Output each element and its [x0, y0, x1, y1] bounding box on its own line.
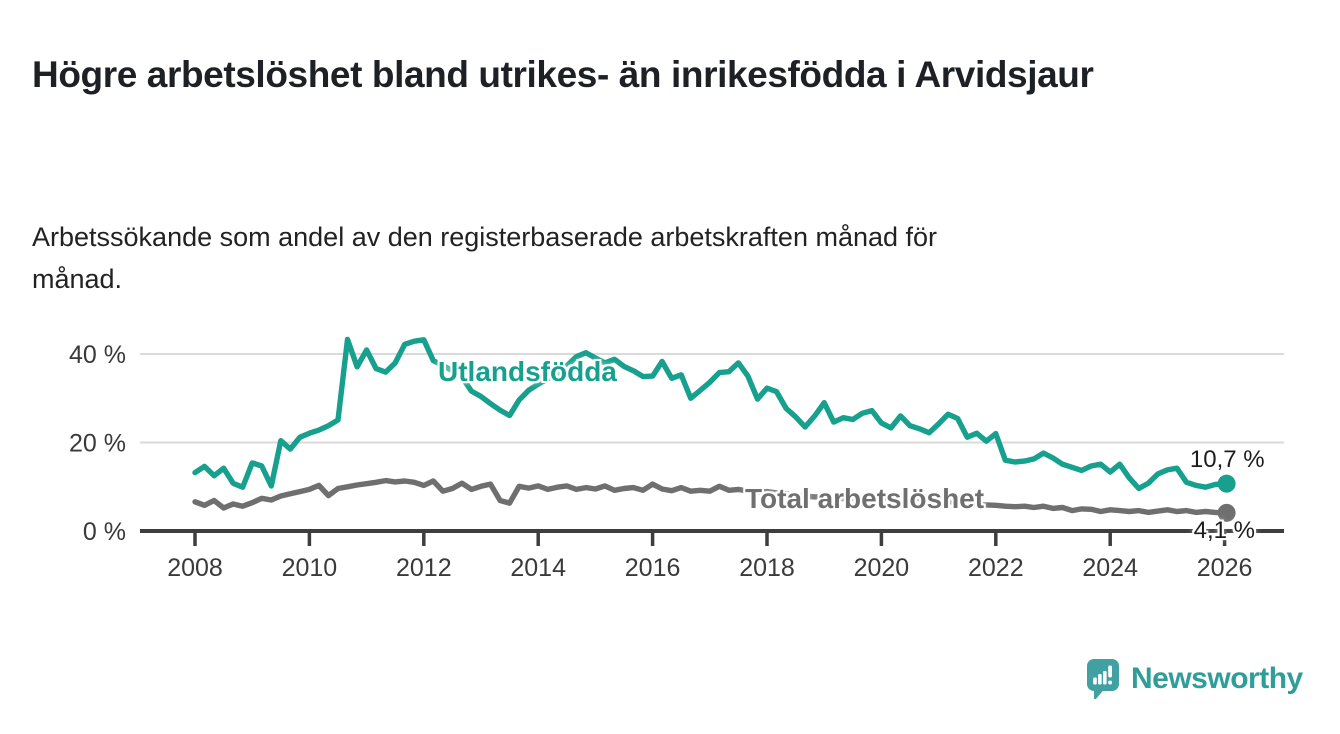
svg-text:2010: 2010 [282, 554, 338, 582]
chart-title: Högre arbetslöshet bland utrikes- än inr… [32, 53, 1094, 95]
svg-text:2008: 2008 [167, 554, 223, 582]
newsworthy-logo-text: Newsworthy [1131, 662, 1303, 695]
series-label-utlandsfodda: Utlandsfödda [438, 356, 617, 387]
svg-text:2026: 2026 [1197, 554, 1253, 582]
svg-text:20 %: 20 % [69, 430, 126, 458]
svg-text:40 %: 40 % [69, 341, 126, 369]
svg-text:2020: 2020 [854, 554, 910, 582]
svg-text:2012: 2012 [396, 554, 452, 582]
newsworthy-logo: Newsworthy [1086, 657, 1303, 701]
svg-text:2024: 2024 [1082, 554, 1138, 582]
series-label-total-arbetsloshet: Total arbetslöshet [745, 483, 985, 514]
svg-text:2022: 2022 [968, 554, 1024, 582]
end-value-label-total-arbetsloshet: 4,1 % [1193, 516, 1255, 544]
end-value-label-utlandsfodda: 10,7 % [1189, 445, 1265, 473]
svg-text:0 %: 0 % [83, 518, 126, 546]
bar-chart-speech-bubble-icon [1087, 658, 1119, 699]
svg-text:2016: 2016 [625, 554, 681, 582]
svg-text:2014: 2014 [510, 554, 566, 582]
chart-subtitle: Arbetssökande som andel av den registerb… [32, 222, 938, 294]
svg-text:2018: 2018 [739, 554, 795, 582]
